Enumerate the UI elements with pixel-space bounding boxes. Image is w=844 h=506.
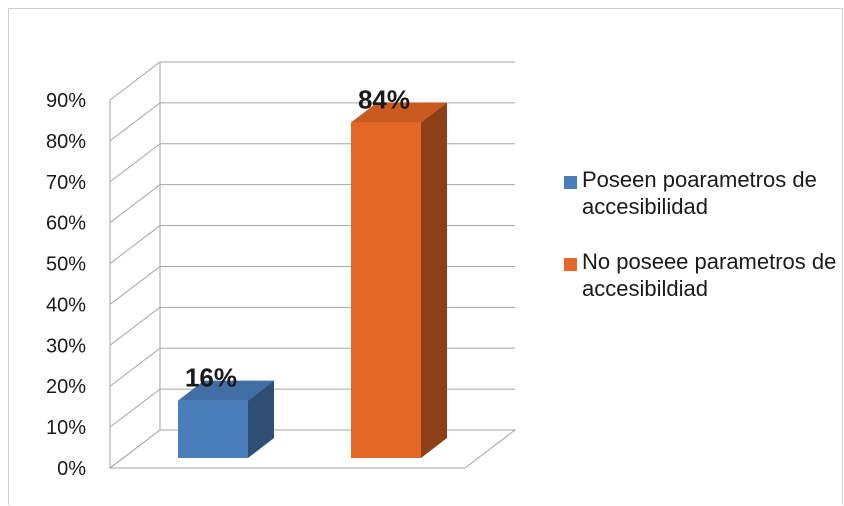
gridline-side [109,225,161,264]
gridline-side [109,102,161,142]
y-tick-label: 50% [46,254,86,276]
legend-label-no-poseee: No poseee parametros de accesibildiad [582,249,837,301]
legend: Poseen poarametros de accesibilidad No p… [560,166,840,330]
y-tick-label: 20% [46,376,86,398]
bar-top [178,380,274,401]
bar [178,400,248,458]
y-tick-label: 70% [46,172,86,194]
bar-side [248,380,274,458]
y-tick-label: 40% [46,294,86,316]
bar-side [421,102,447,459]
gridline-side [109,184,161,224]
y-tick-label: 90% [46,90,86,112]
legend-item-no-poseee: No poseee parametros de accesibildiad [560,248,840,302]
gridline-side [109,429,161,469]
gridline-side [109,143,161,183]
legend-swatch-blue [564,176,577,189]
legend-label-poseen: Poseen poarametros de accesibilidad [582,167,817,219]
y-tick-label: 60% [46,213,86,235]
y-tick-label: 10% [46,417,86,439]
legend-swatch-orange [564,258,577,271]
y-tick-label: 80% [46,131,86,153]
y-tick-label: 0% [57,458,86,480]
gridline-side [109,306,161,346]
legend-item-poseen: Poseen poarametros de accesibilidad [560,166,840,220]
chart-frame [8,8,843,505]
gridline-side [109,347,161,387]
bar-top [351,102,447,123]
data-label: 84% [358,85,410,115]
gridline-side [109,266,161,305]
data-label: 16% [185,363,237,393]
bar [351,122,421,459]
gridline-side [109,388,161,428]
gridline-side [109,61,161,101]
chart-floor [108,429,517,469]
y-tick-label: 30% [46,335,86,357]
